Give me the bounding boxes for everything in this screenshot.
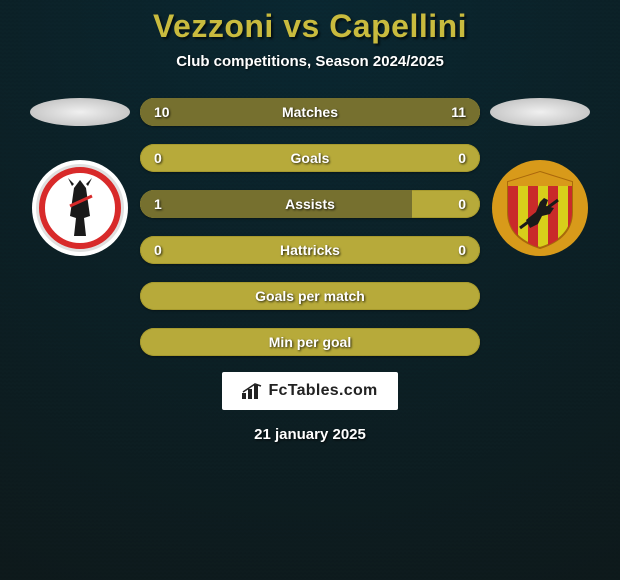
footer-date: 21 january 2025 bbox=[254, 426, 366, 443]
bar-label: Assists bbox=[285, 196, 335, 212]
bar-value-left: 1 bbox=[154, 196, 162, 212]
bar-value-right: 0 bbox=[458, 242, 466, 258]
left-crest bbox=[30, 158, 130, 263]
bar-value-right: 11 bbox=[451, 104, 466, 120]
bar-value-left: 10 bbox=[154, 104, 170, 120]
bar-label: Goals bbox=[291, 150, 330, 166]
stat-bar: 0 0 Hattricks bbox=[140, 236, 480, 264]
chart-icon bbox=[242, 383, 262, 399]
bar-value-left: 0 bbox=[154, 242, 162, 258]
stat-bar: 10 11 Matches bbox=[140, 98, 480, 126]
main-row: 1011Matches00Goals10Assists00HattricksGo… bbox=[0, 98, 620, 356]
bar-value-right: 0 bbox=[458, 196, 466, 212]
player1-name: Vezzoni bbox=[153, 8, 274, 44]
stat-bar: 0 0 Goals bbox=[140, 144, 480, 172]
benevento-crest-icon bbox=[490, 158, 590, 258]
stats-bars: 1011Matches00Goals10Assists00HattricksGo… bbox=[140, 98, 480, 356]
right-side bbox=[480, 98, 600, 263]
watermark: FcTables.com bbox=[222, 372, 397, 410]
vs-text: vs bbox=[283, 8, 320, 44]
subtitle: Club competitions, Season 2024/2025 bbox=[176, 53, 444, 70]
bar-value-left: 0 bbox=[154, 150, 162, 166]
bar-label: Matches bbox=[282, 104, 338, 120]
left-side bbox=[20, 98, 140, 263]
watermark-text: FcTables.com bbox=[268, 382, 377, 400]
bar-value-right: 0 bbox=[458, 150, 466, 166]
foggia-crest-icon bbox=[30, 158, 130, 258]
page-title: Vezzoni vs Capellini bbox=[153, 8, 467, 45]
right-oval bbox=[490, 98, 590, 126]
bar-label: Min per goal bbox=[269, 334, 351, 350]
player2-name: Capellini bbox=[329, 8, 467, 44]
stat-bar: 1 0 Assists bbox=[140, 190, 480, 218]
bar-label: Goals per match bbox=[255, 288, 365, 304]
stat-bar: Min per goal bbox=[140, 328, 480, 356]
bar-fill-left bbox=[140, 190, 412, 218]
left-oval bbox=[30, 98, 130, 126]
right-crest bbox=[490, 158, 590, 263]
stat-bar: Goals per match bbox=[140, 282, 480, 310]
bar-label: Hattricks bbox=[280, 242, 340, 258]
